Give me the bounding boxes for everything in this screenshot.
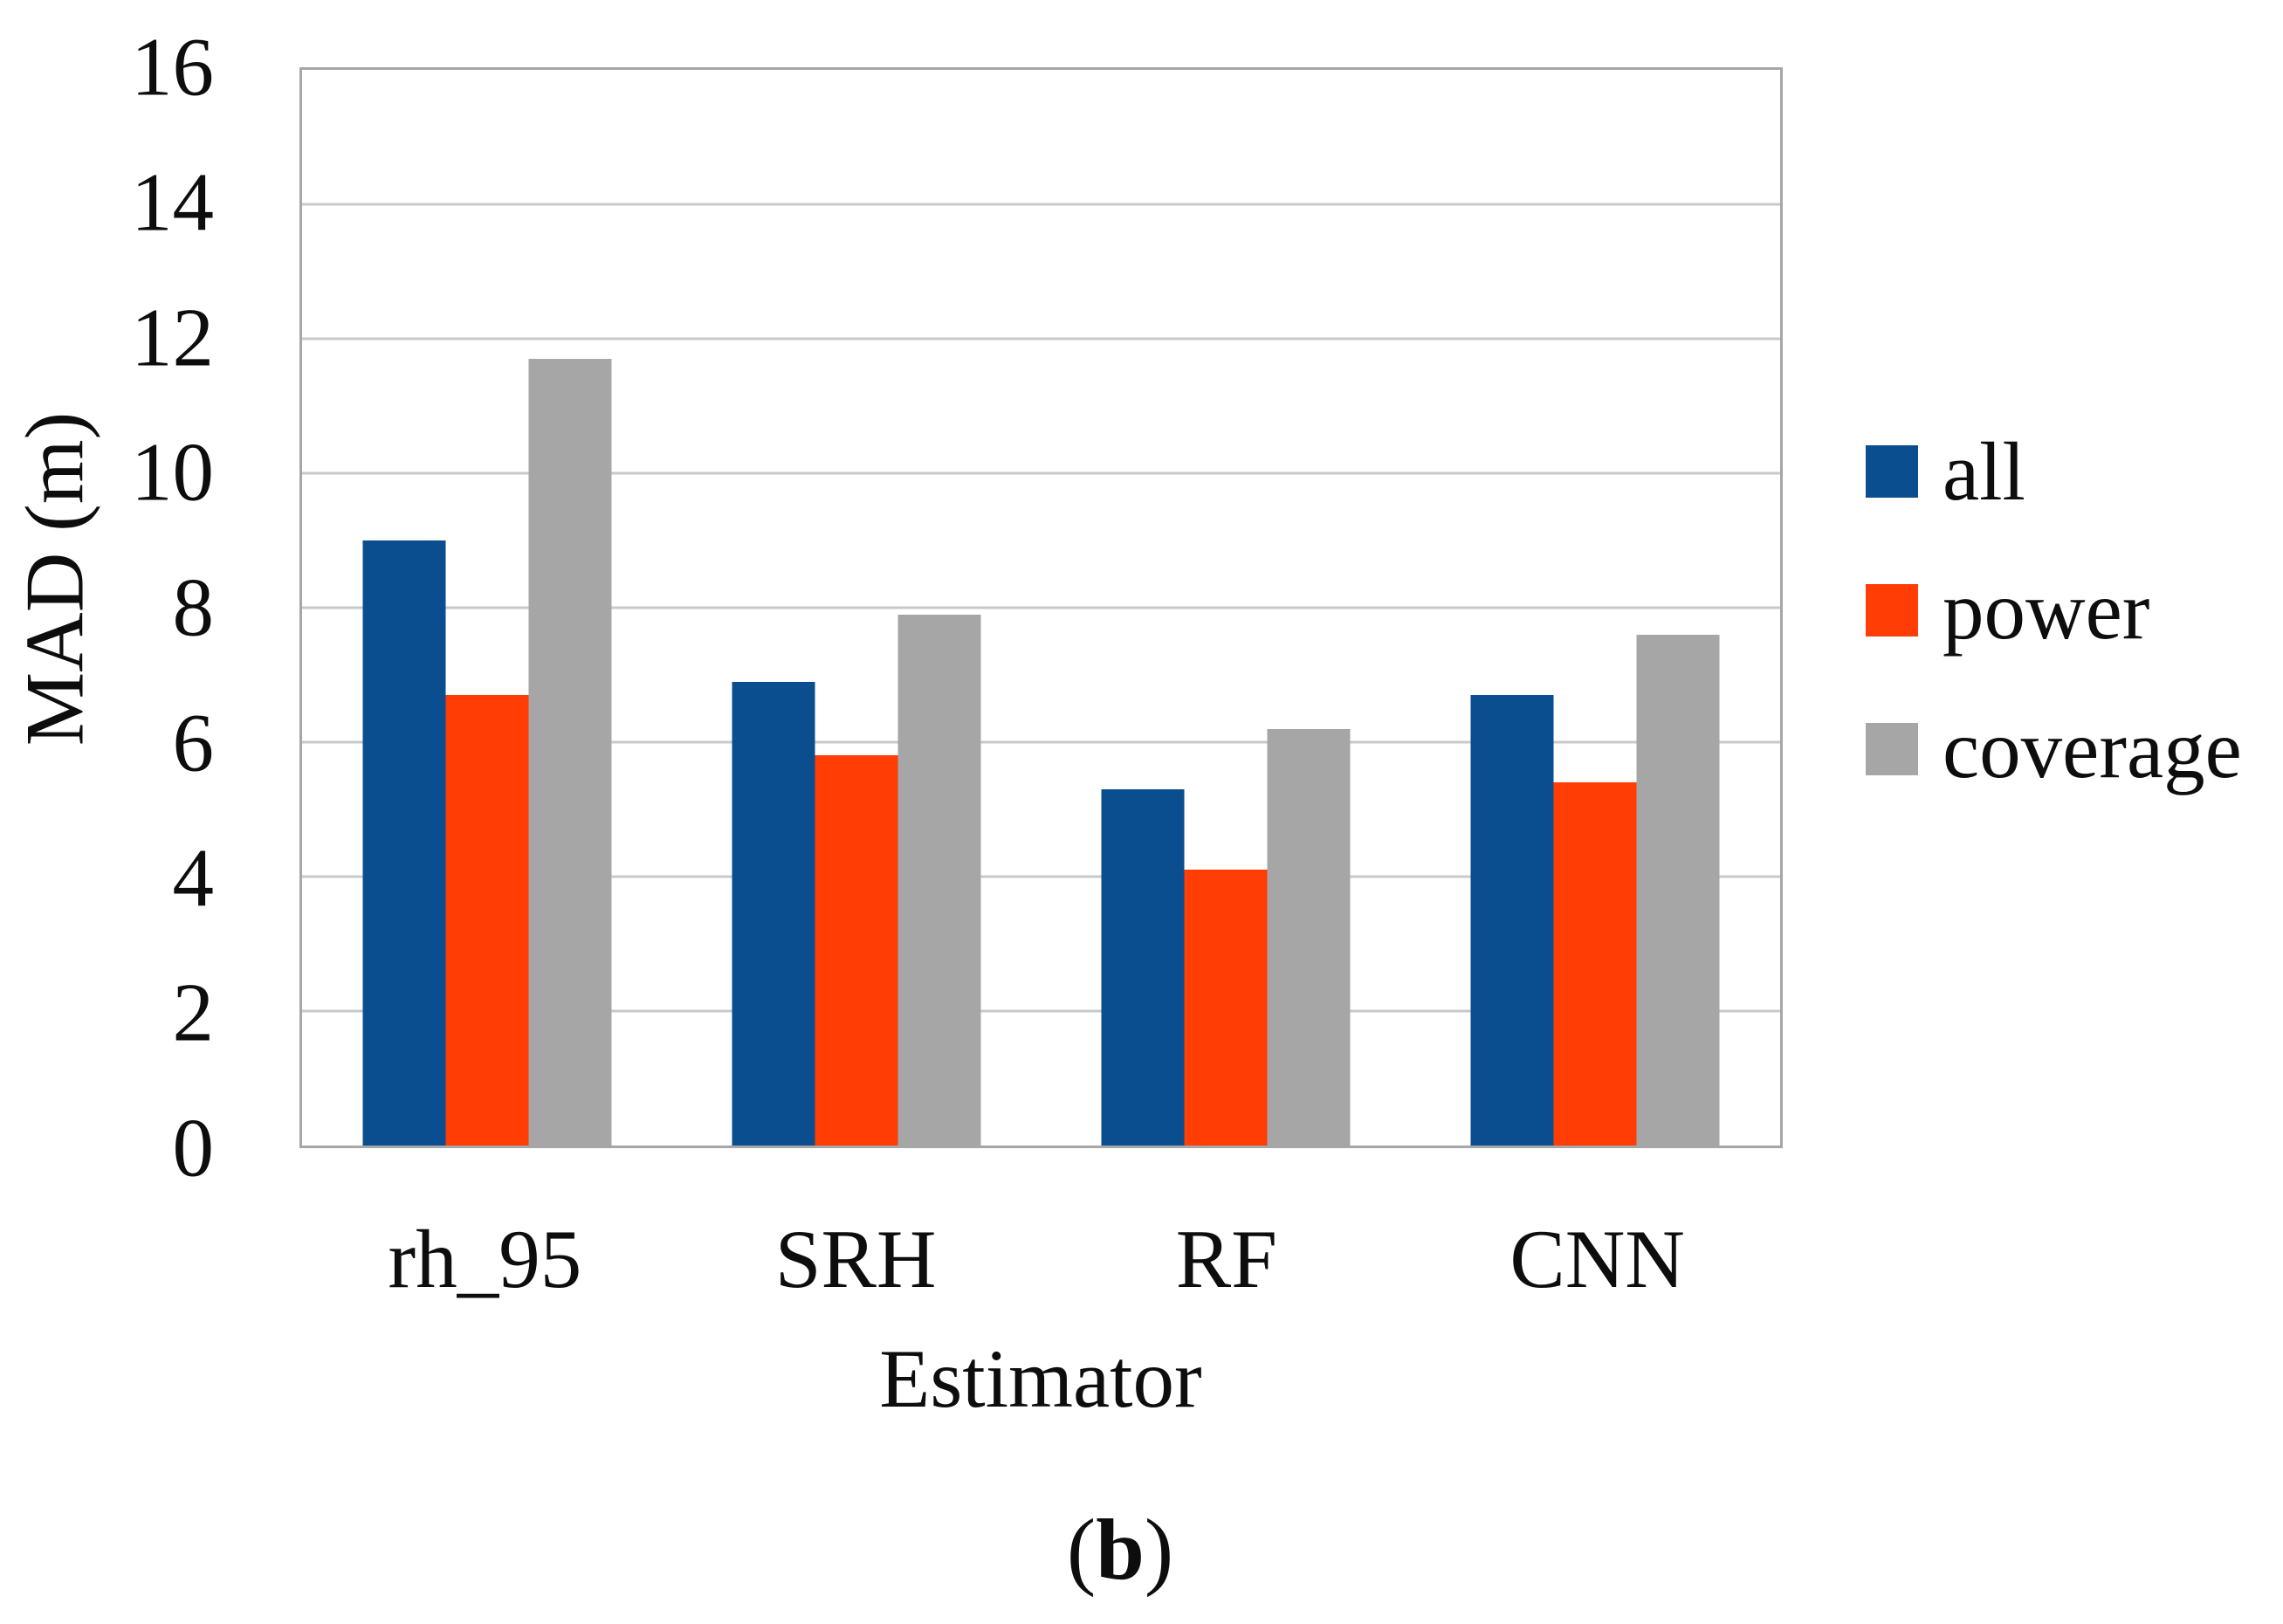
y-tick-label: 12 [131,291,214,383]
legend-item-power: power [1866,568,2242,651]
legend-swatch-coverage [1866,723,1918,775]
x-tick-label-CNN: CNN [1509,1213,1685,1305]
bar-all-RF [1101,788,1185,1146]
legend-label: coverage [1943,702,2242,795]
caption: (b) [1067,1506,1173,1593]
bar-power-RF [1184,870,1268,1146]
bar-coverage-CNN [1636,634,1720,1146]
bar-group-SRH [732,70,981,1146]
x-tick-label-RF: RF [1175,1213,1277,1305]
y-tick-label: 10 [131,425,214,519]
x-axis-title: Estimator [879,1332,1202,1425]
bar-all-rh_95 [362,540,446,1146]
y-tick-label: 0 [172,1101,215,1194]
bar-group-rh_95 [362,70,612,1146]
bar-power-rh_95 [445,695,529,1146]
caption-letter: b [1096,1501,1145,1598]
bar-coverage-rh_95 [528,359,612,1146]
gridline-y4 [302,875,1780,878]
gridline-y12 [302,337,1780,341]
gridline-y8 [302,606,1780,609]
legend-label: all [1943,424,2025,518]
plot-area [299,67,1783,1148]
y-tick-label: 2 [172,966,215,1059]
gridline-y10 [302,471,1780,475]
caption-open-paren: ( [1066,1501,1097,1598]
y-tick-labels: 0 2 4 6 8 10 12 14 16 [0,25,215,1189]
gridline-y6 [302,740,1780,744]
legend-swatch-all [1866,445,1918,498]
bar-all-SRH [732,681,815,1146]
bar-group-RF [1101,70,1351,1146]
bar-power-CNN [1553,782,1637,1146]
y-tick-label: 8 [172,561,215,654]
y-tick-label: 6 [172,696,215,789]
y-tick-label: 4 [172,831,215,924]
legend-item-coverage: coverage [1866,707,2242,790]
x-tick-label-SRH: SRH [774,1213,937,1305]
bar-coverage-RF [1267,728,1351,1146]
legend: all power coverage [1866,430,2242,862]
bar-group-CNN [1470,70,1720,1146]
y-tick-label: 16 [131,20,214,114]
caption-close-paren: ) [1144,1501,1174,1598]
legend-item-all: all [1866,430,2242,513]
bar-all-CNN [1470,695,1554,1146]
legend-swatch-power [1866,584,1918,637]
gridline-y14 [302,203,1780,206]
x-tick-label-rh_95: rh_95 [388,1213,582,1305]
gridline-y2 [302,1009,1780,1013]
bar-coverage-SRH [897,614,981,1146]
legend-label: power [1943,563,2150,657]
y-tick-label: 14 [131,155,214,249]
bar-power-SRH [815,755,898,1146]
